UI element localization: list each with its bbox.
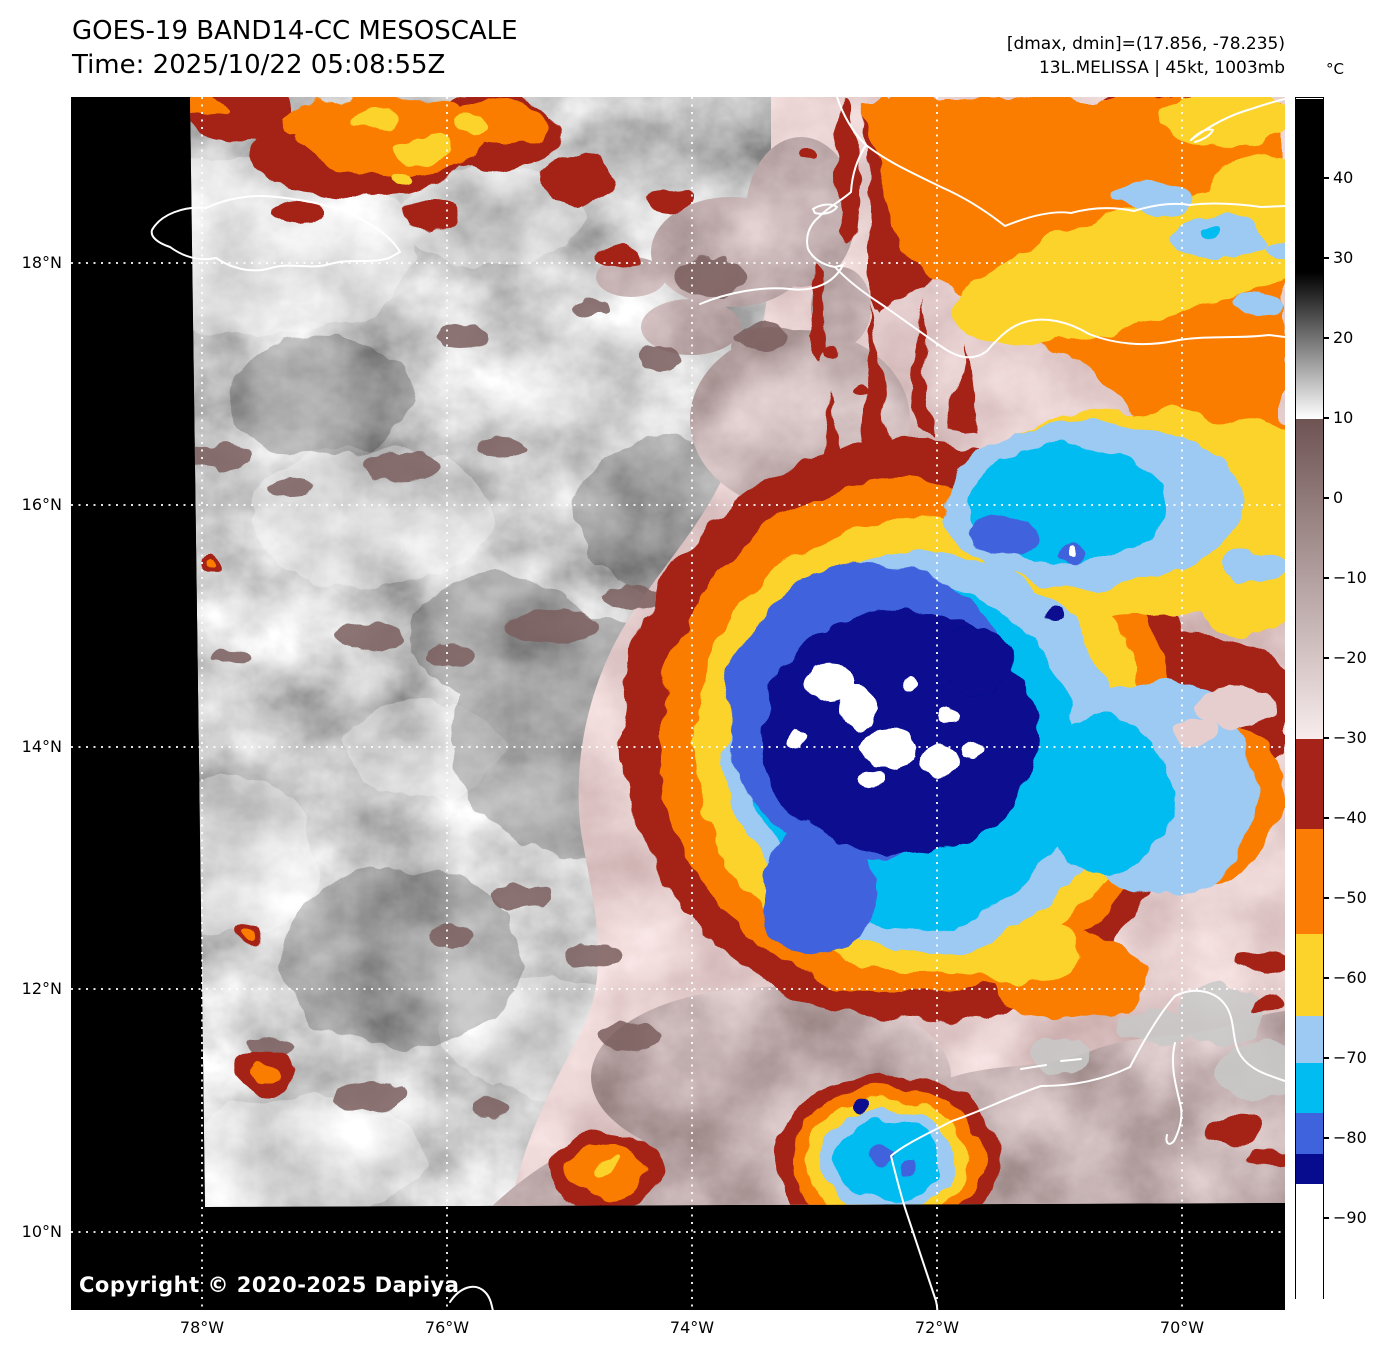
lon-label: 72°W	[914, 1318, 960, 1337]
colorbar-tick	[1324, 897, 1329, 899]
timestamp: Time: 2025/10/22 05:08:55Z	[72, 50, 446, 80]
coastline-islands	[1020, 1058, 1082, 1070]
colorbar-segment	[1296, 99, 1323, 272]
colorbar-tick	[1324, 817, 1329, 819]
lon-label: 70°W	[1159, 1318, 1205, 1337]
lat-label: 18°N	[21, 253, 62, 272]
colorbar-segment	[1296, 1063, 1323, 1114]
colorbar	[1295, 97, 1324, 1299]
colorbar-segment	[1296, 1154, 1323, 1184]
coastline-hispaniola-west	[806, 144, 867, 268]
coastline-jamaica	[150, 195, 401, 272]
lon-label: 74°W	[669, 1318, 715, 1337]
mauve-speckles	[191, 257, 789, 1117]
colorbar-segment	[1296, 1183, 1323, 1299]
colorbar-tick	[1324, 257, 1329, 259]
colorbar-tick-label: 30	[1333, 248, 1354, 267]
title-block: GOES-19 BAND14-CC MESOSCALE Time: 2025/1…	[72, 14, 518, 82]
coastline-south-america	[890, 1066, 1131, 1359]
colorbar-tick	[1324, 417, 1329, 419]
coastline-cuba	[1190, 98, 1286, 143]
colorbar-segment	[1296, 1015, 1323, 1063]
colorbar-tick-label: −60	[1333, 968, 1367, 987]
colorbar-segment	[1296, 419, 1323, 739]
coastline-gonave-island	[812, 203, 838, 215]
satellite-map-svg	[71, 96, 1286, 1359]
colorbar-tick-label: 0	[1333, 488, 1344, 507]
lat-label: 10°N	[21, 1222, 62, 1241]
colorbar-tick-label: −30	[1333, 728, 1367, 747]
colorbar-unit-label: °C	[1326, 60, 1344, 78]
colorbar-tick	[1324, 1057, 1329, 1059]
colorbar-tick-label: −80	[1333, 1128, 1367, 1147]
colorbar-tick-label: 20	[1333, 328, 1354, 347]
coastline-guajira	[1129, 989, 1286, 1082]
colorbar-segment	[1296, 828, 1323, 935]
lon-label: 78°W	[179, 1318, 225, 1337]
info-block: [dmax, dmin]=(17.856, -78.235) 13L.MELIS…	[1007, 32, 1285, 80]
colorbar-tick-label: −50	[1333, 888, 1367, 907]
colorbar-tick	[1324, 1137, 1329, 1139]
colorbar-segment	[1296, 271, 1323, 419]
storm-info: 13L.MELISSA | 45kt, 1003mb	[1038, 58, 1285, 78]
colorbar-segment	[1296, 934, 1323, 1016]
lat-label: 14°N	[21, 737, 62, 756]
colorbar-segment	[1296, 1113, 1323, 1155]
overshooting-tops	[788, 548, 1276, 787]
satellite-map: Copyright © 2020-2025 Dapiya	[71, 96, 1286, 1359]
dmax-dmin-readout: [dmax, dmin]=(17.856, -78.235)	[1006, 34, 1285, 54]
colorbar-tick	[1324, 337, 1329, 339]
coastline-hispaniola-north	[836, 96, 1286, 227]
colorbar-segment	[1296, 739, 1323, 829]
colorbar-tick-label: 40	[1333, 168, 1354, 187]
colorbar-tick-label: −40	[1333, 808, 1367, 827]
colorbar-tick-label: −70	[1333, 1048, 1367, 1067]
lat-label: 16°N	[21, 495, 62, 514]
colorbar-tick	[1324, 977, 1329, 979]
coastline-maracaibo	[1165, 1042, 1183, 1145]
lon-label: 76°W	[424, 1318, 470, 1337]
colorbar-tick-label: −10	[1333, 568, 1367, 587]
colorbar-tick	[1324, 497, 1329, 499]
colorbar-tick	[1324, 657, 1329, 659]
page-title: GOES-19 BAND14-CC MESOSCALE	[72, 16, 518, 46]
colorbar-tick-label: −90	[1333, 1208, 1367, 1227]
colorbar-tick-label: 10	[1333, 408, 1354, 427]
colorbar-tick	[1324, 177, 1329, 179]
colorbar-tick	[1324, 1217, 1329, 1219]
copyright-notice: Copyright © 2020-2025 Dapiya	[79, 1273, 460, 1297]
satellite-imagery	[190, 97, 1285, 1207]
colorbar-tick-label: −20	[1333, 648, 1367, 667]
colorbar-tick	[1324, 737, 1329, 739]
lat-label: 12°N	[21, 979, 62, 998]
coastline-hispaniola-south	[699, 264, 1286, 359]
colorbar-tick	[1324, 577, 1329, 579]
